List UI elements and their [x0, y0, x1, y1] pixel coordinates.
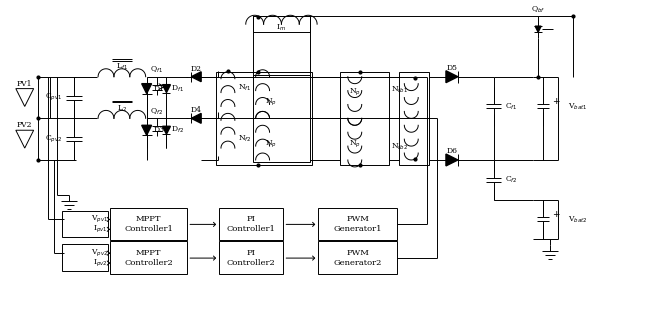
Text: D$_{f2}$: D$_{f2}$	[172, 125, 184, 136]
Text: PI: PI	[246, 215, 255, 223]
Text: PI: PI	[246, 249, 255, 257]
Bar	[318, 208, 397, 240]
Bar	[219, 208, 283, 240]
Text: N$_{f2}$: N$_{f2}$	[238, 134, 251, 144]
Text: I$_{m}$: I$_{m}$	[277, 23, 286, 33]
Text: D4: D4	[191, 106, 202, 115]
Text: N$_{p}$: N$_{p}$	[265, 97, 277, 108]
Bar	[340, 72, 389, 165]
Polygon shape	[162, 85, 170, 93]
Bar	[253, 75, 310, 162]
Bar	[219, 241, 283, 274]
Bar	[216, 72, 312, 165]
Polygon shape	[142, 125, 152, 135]
Text: PV2: PV2	[17, 121, 32, 129]
Text: C$_{f2}$: C$_{f2}$	[506, 175, 518, 185]
Text: +: +	[552, 210, 560, 219]
Bar	[110, 208, 187, 240]
Bar	[318, 241, 397, 274]
Text: N$_{p}$: N$_{p}$	[265, 139, 277, 150]
Text: Generator2: Generator2	[333, 259, 382, 267]
Polygon shape	[142, 84, 152, 94]
Bar	[63, 211, 108, 237]
Text: C$_{f1}$: C$_{f1}$	[506, 101, 518, 112]
Bar	[399, 72, 429, 165]
Text: Q$_{f1}$: Q$_{f1}$	[150, 64, 163, 75]
Text: N$_{fb2}$: N$_{fb2}$	[391, 142, 409, 152]
Text: Controller1: Controller1	[226, 225, 275, 233]
Text: I$_{pv1}$: I$_{pv1}$	[94, 224, 108, 235]
Text: D5: D5	[446, 64, 457, 72]
Text: MPPT: MPPT	[136, 249, 162, 257]
Text: Controller2: Controller2	[124, 259, 173, 267]
Polygon shape	[162, 126, 170, 134]
Text: V$_{bat1}$: V$_{bat1}$	[568, 101, 587, 112]
Bar	[110, 241, 187, 274]
Bar	[63, 244, 108, 271]
Text: D6: D6	[446, 147, 457, 155]
Bar	[253, 16, 310, 32]
Text: N$_{fb1}$: N$_{fb1}$	[391, 84, 409, 95]
Text: C$_{pv1}$: C$_{pv1}$	[45, 92, 63, 103]
Text: L$_{2}$: L$_{2}$	[117, 103, 127, 114]
Text: PV1: PV1	[17, 80, 32, 88]
Text: N$_{p}$: N$_{p}$	[349, 87, 361, 98]
Polygon shape	[446, 71, 458, 83]
Text: D2: D2	[191, 65, 202, 73]
Polygon shape	[535, 26, 541, 32]
Text: D3: D3	[154, 126, 165, 134]
Text: D1: D1	[154, 85, 164, 93]
Text: PWM: PWM	[346, 215, 369, 223]
Text: +: +	[552, 97, 560, 106]
Text: N$_{f1}$: N$_{f1}$	[238, 82, 251, 93]
Text: I$_{pv2}$: I$_{pv2}$	[94, 258, 108, 269]
Polygon shape	[446, 154, 458, 166]
Text: D$_{f1}$: D$_{f1}$	[172, 83, 184, 94]
Text: Q$_{bf}$: Q$_{bf}$	[531, 4, 545, 15]
Text: Controller2: Controller2	[226, 259, 275, 267]
Polygon shape	[191, 72, 201, 82]
Text: V$_{pv1}$: V$_{pv1}$	[91, 214, 108, 225]
Text: V$_{pv2}$: V$_{pv2}$	[91, 248, 108, 259]
Text: C$_{pv2}$: C$_{pv2}$	[45, 134, 63, 145]
Text: Controller1: Controller1	[124, 225, 173, 233]
Text: Generator1: Generator1	[333, 225, 382, 233]
Text: MPPT: MPPT	[136, 215, 162, 223]
Text: V$_{bat2}$: V$_{bat2}$	[568, 214, 587, 225]
Polygon shape	[191, 113, 201, 123]
Text: Q$_{f2}$: Q$_{f2}$	[150, 106, 163, 117]
Text: L$_{f1}$: L$_{f1}$	[116, 62, 128, 72]
Text: PWM: PWM	[346, 249, 369, 257]
Text: N$_{p}$: N$_{p}$	[349, 139, 361, 150]
